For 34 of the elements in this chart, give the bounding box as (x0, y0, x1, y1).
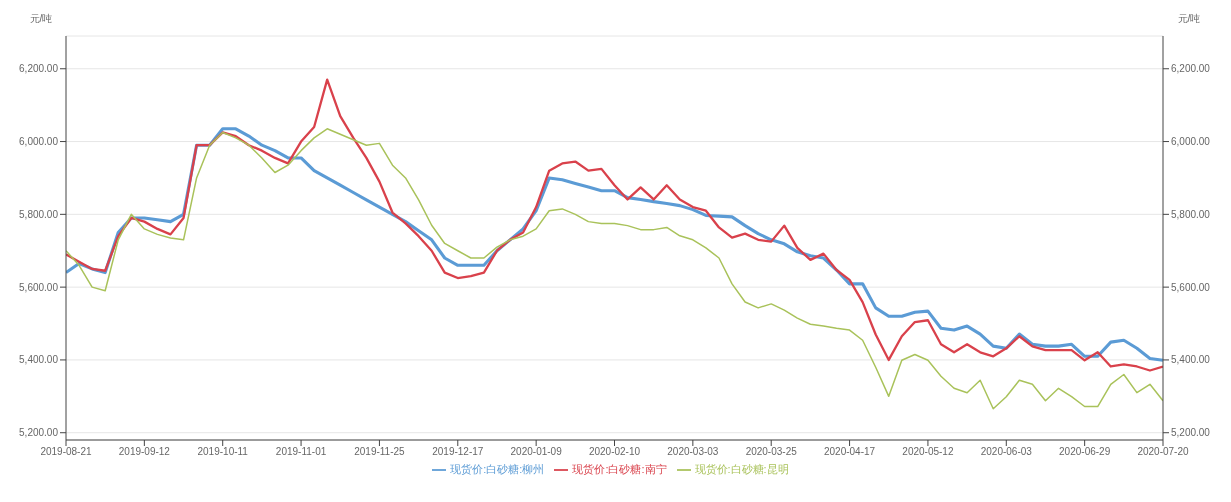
y2-tick-label: 6,000.00 (1171, 136, 1211, 148)
x-tick-label: 2020-03-03 (667, 446, 719, 458)
x-tick-label: 2019-08-21 (40, 446, 93, 458)
x-tick-label: 2020-05-12 (902, 446, 954, 458)
y-tick-label: 6,200.00 (19, 63, 59, 75)
y-tick-label: 5,200.00 (19, 427, 59, 439)
y-tick-label: 5,400.00 (19, 354, 59, 366)
legend-label: 现货价:白砂糖:南宁 (572, 463, 667, 475)
line-series (66, 78, 1163, 372)
line-series (66, 128, 1163, 410)
x-tick-label: 2020-02-10 (588, 446, 641, 458)
x-tick-label: 2019-09-12 (118, 446, 171, 458)
y-axis-title: 元/吨 (29, 13, 53, 24)
legend-label: 现货价:白砂糖:昆明 (694, 463, 789, 475)
y-tick-label: 5,800.00 (19, 208, 59, 220)
y-tick-label: 5,600.00 (19, 281, 59, 293)
x-tick-label: 2019-10-11 (197, 446, 249, 458)
legend-label: 现货价:白砂糖:柳州 (450, 463, 545, 475)
x-tick-label: 2019-11-25 (354, 446, 406, 458)
y2-tick-label: 5,600.00 (1171, 281, 1211, 293)
x-tick-label: 2020-01-09 (510, 446, 563, 458)
x-tick-label: 2020-06-29 (1059, 446, 1111, 458)
y2-tick-label: 5,400.00 (1171, 354, 1211, 366)
y2-tick-label: 6,200.00 (1171, 63, 1211, 75)
x-tick-label: 2020-06-03 (980, 446, 1033, 458)
x-tick-label: 2020-03-25 (745, 446, 798, 458)
y2-axis-title: 元/吨 (1177, 13, 1201, 24)
y-tick-label: 6,000.00 (19, 136, 59, 148)
x-tick-label: 2019-12-17 (432, 446, 484, 458)
x-tick-label: 2020-04-17 (823, 446, 876, 458)
y2-tick-label: 5,800.00 (1171, 208, 1211, 220)
x-tick-label: 2020-07-20 (1137, 446, 1190, 458)
x-tick-label: 2019-11-01 (275, 446, 327, 458)
y2-tick-label: 5,200.00 (1171, 427, 1211, 439)
